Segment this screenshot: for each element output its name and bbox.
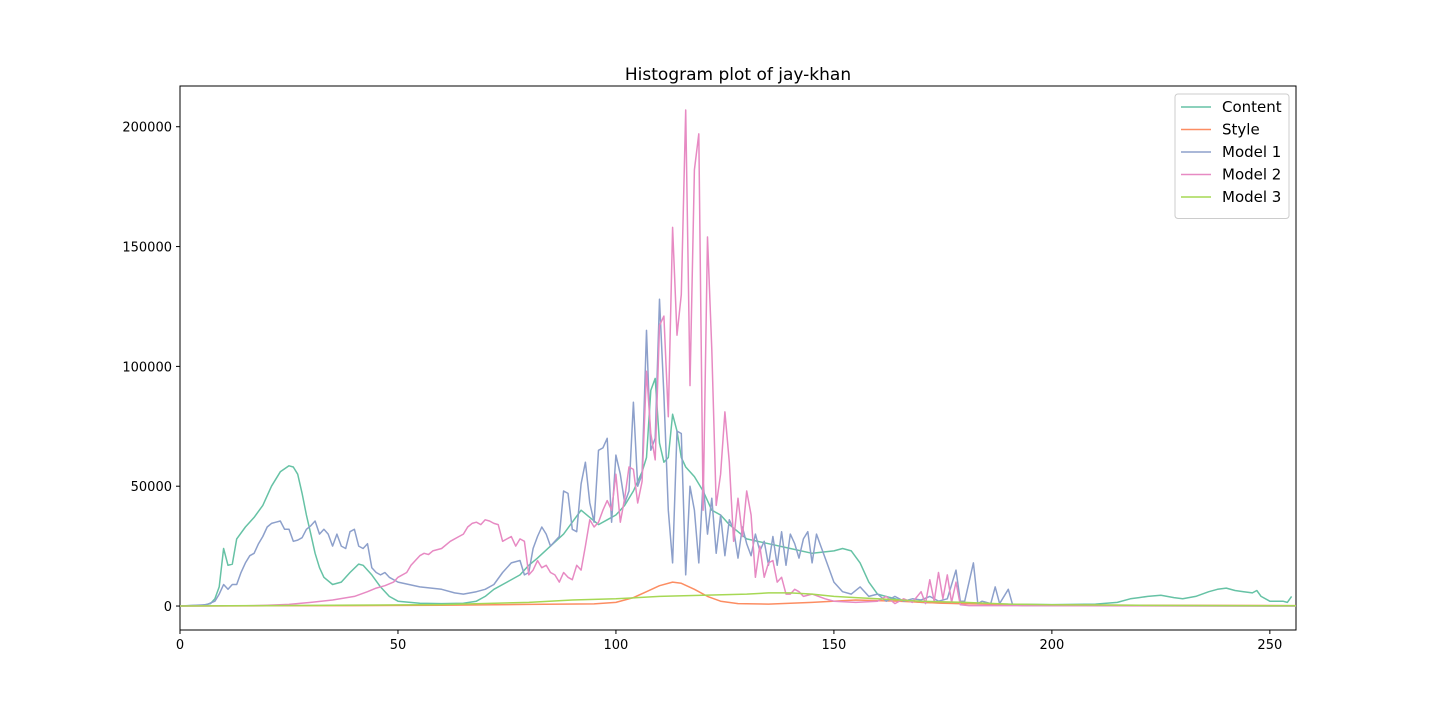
legend-label-style: Style bbox=[1222, 121, 1260, 139]
y-tick-label: 100000 bbox=[122, 360, 172, 375]
x-tick-label: 150 bbox=[821, 638, 846, 653]
x-tick-label: 50 bbox=[390, 638, 407, 653]
x-tick-label: 100 bbox=[604, 638, 629, 653]
plot-area bbox=[179, 85, 1297, 631]
chart-title: Histogram plot of jay-khan bbox=[625, 65, 851, 85]
plot-frame bbox=[179, 85, 1297, 631]
x-tick-label: 0 bbox=[176, 638, 184, 653]
y-tick-label: 0 bbox=[164, 600, 172, 615]
x-tick-label: 250 bbox=[1257, 638, 1282, 653]
series-line-model-1 bbox=[179, 298, 1297, 607]
y-tick-label: 200000 bbox=[122, 121, 172, 136]
series-layer bbox=[179, 109, 1297, 607]
legend-label-model-1: Model 1 bbox=[1222, 143, 1281, 161]
series-line-style bbox=[179, 581, 1297, 607]
legend-label-model-3: Model 3 bbox=[1222, 188, 1281, 206]
y-axis: 0 50000 100000 150000 200000 bbox=[122, 121, 180, 615]
legend: Content Style Model 1 Model 2 Model 3 bbox=[1174, 93, 1290, 219]
legend-label-model-2: Model 2 bbox=[1222, 166, 1281, 184]
y-tick-label: 150000 bbox=[122, 241, 172, 256]
legend-label-content: Content bbox=[1222, 98, 1282, 116]
x-tick-label: 200 bbox=[1039, 638, 1064, 653]
series-line-model-3 bbox=[179, 592, 1297, 607]
y-tick-label: 50000 bbox=[131, 480, 172, 495]
x-axis: 0 50 100 150 200 250 bbox=[176, 630, 1282, 653]
legend-box bbox=[1174, 93, 1290, 219]
